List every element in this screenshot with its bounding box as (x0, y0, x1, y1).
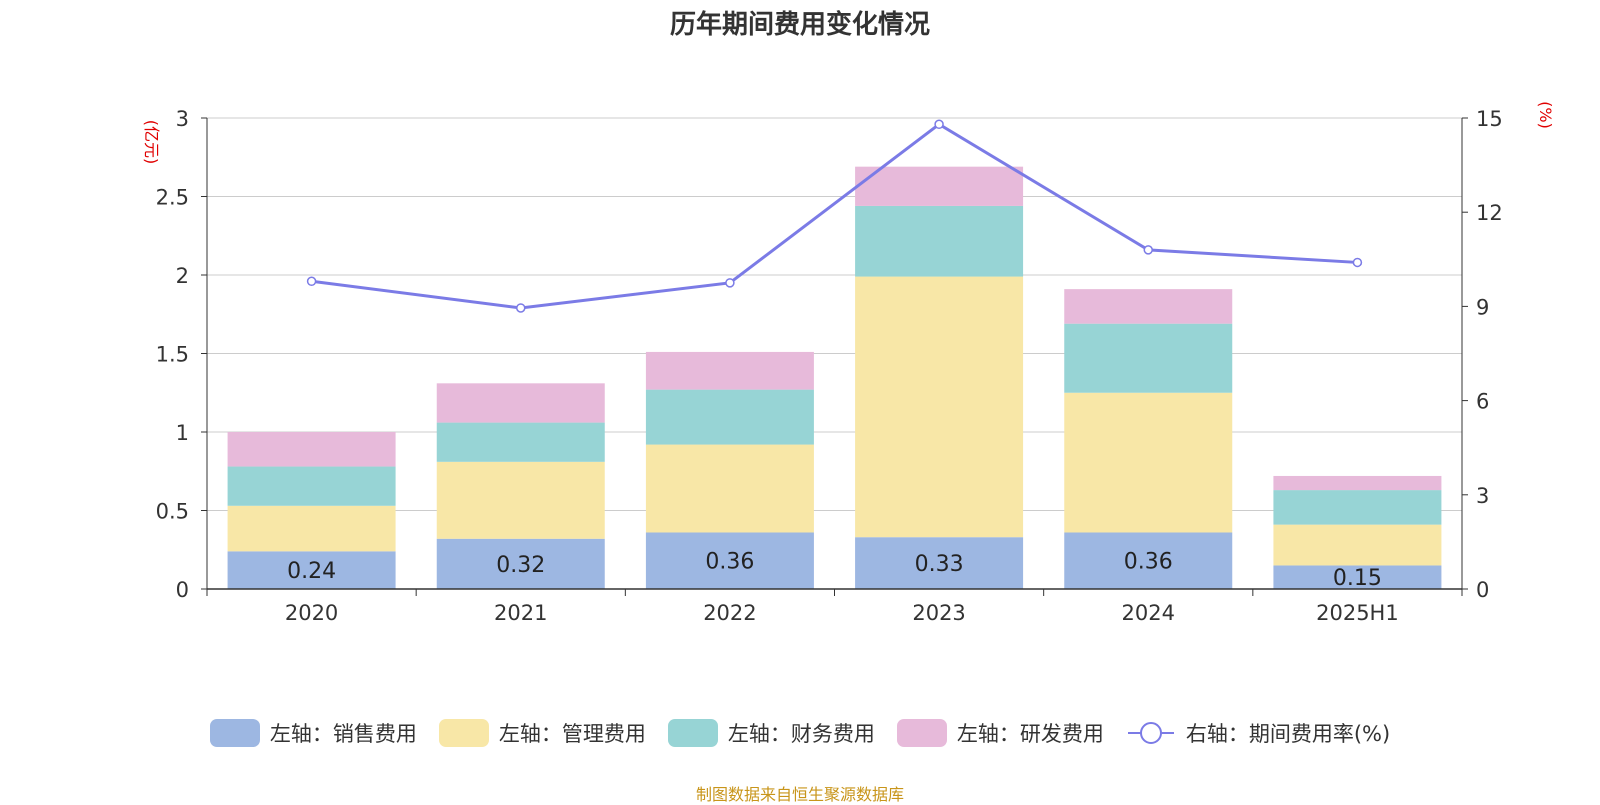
bar-series (227, 166, 1442, 589)
x-tick-label: 2022 (703, 601, 756, 625)
bar-finance (1273, 490, 1442, 525)
left-tick-label: 0 (176, 578, 189, 602)
x-tick-label: 2023 (912, 601, 965, 625)
left-tick-label: 0.5 (156, 500, 189, 524)
legend-label-admin: 左轴：管理费用 (498, 722, 646, 746)
grid-lines (207, 117, 1462, 511)
axes: 0 0.5 1 1.5 2 2.5 3 0 3 6 9 12 15 2020 2021 2022 2023 202… (156, 107, 1503, 625)
bar-rd (1064, 289, 1233, 324)
bar-admin (855, 276, 1024, 538)
legend-item-rd[interactable]: 左轴：研发费用 (896, 718, 1104, 748)
left-tick-label: 2 (176, 264, 189, 288)
legend-swatch-rd (896, 719, 947, 747)
right-tick-label: 15 (1476, 107, 1503, 131)
data-source-note: 制图数据来自恒生聚源数据库 (695, 785, 904, 804)
chart-legend: 左轴：销售费用 左轴：管理费用 左轴：财务费用 左轴：研发费用 右轴：期间费用率… (0, 718, 1600, 748)
data-labels: 0.24 0.32 0.36 0.33 0.36 0.15 (287, 550, 1382, 591)
legend-label-rd: 左轴：研发费用 (956, 722, 1104, 746)
bar-rd (1273, 475, 1442, 491)
bar-admin (1064, 392, 1233, 533)
data-label-sales: 0.33 (915, 552, 964, 577)
right-tick-label: 12 (1476, 201, 1503, 225)
bar-admin (436, 461, 605, 539)
x-tick-label: 2025H1 (1316, 601, 1399, 625)
legend-item-finance[interactable]: 左轴：财务费用 (667, 718, 875, 748)
bar-sales (855, 537, 1024, 589)
rate-point (306, 276, 317, 287)
data-label-sales: 0.36 (705, 550, 754, 575)
data-label-sales: 0.15 (1333, 566, 1382, 591)
bar-rd (855, 166, 1024, 206)
right-tick-label: 6 (1476, 390, 1489, 414)
legend-item-sales[interactable]: 左轴：销售费用 (209, 718, 417, 748)
rate-point (934, 119, 944, 130)
right-axis-unit: (%) (1536, 101, 1555, 129)
bar-finance (855, 205, 1024, 277)
left-axis-unit: (亿元) (142, 120, 161, 165)
bar-sales (1064, 532, 1233, 589)
bar-sales (645, 532, 814, 589)
bar-finance (227, 466, 396, 506)
x-tick-label: 2021 (494, 601, 547, 625)
left-tick-label: 3 (176, 107, 189, 131)
bar-rd (227, 432, 396, 467)
bar-sales (436, 538, 605, 589)
left-tick-label: 1 (176, 421, 189, 445)
data-label-sales: 0.36 (1124, 550, 1173, 575)
right-tick-label: 9 (1476, 295, 1489, 319)
legend-swatch-sales (209, 719, 260, 747)
right-tick-label: 0 (1476, 578, 1489, 602)
rate-line (311, 122, 1358, 310)
left-tick-label: 1.5 (156, 343, 189, 367)
bar-admin (227, 505, 396, 552)
left-tick-label: 2.5 (156, 186, 189, 210)
rate-line-series (306, 119, 1363, 313)
legend-swatch-admin (438, 719, 489, 747)
x-tick-label: 2020 (285, 601, 338, 625)
data-label-sales: 0.32 (496, 553, 545, 578)
x-tick-label: 2024 (1122, 601, 1175, 625)
rate-point (1352, 257, 1363, 268)
bar-sales (227, 551, 396, 589)
bar-finance (436, 422, 605, 462)
legend-label-rate: 右轴：期间费用率(%) (1185, 722, 1391, 746)
bar-admin (1273, 524, 1442, 566)
rate-point (516, 303, 526, 313)
right-tick-label: 3 (1476, 484, 1489, 508)
legend-item-rate[interactable]: 右轴：期间费用率(%) (1126, 718, 1390, 748)
data-label-sales: 0.24 (287, 559, 336, 584)
bar-finance (645, 389, 814, 445)
bar-sales (1273, 565, 1442, 589)
legend-label-sales: 左轴：销售费用 (269, 722, 417, 746)
legend-swatch-finance (667, 719, 718, 747)
bar-finance (1064, 323, 1233, 393)
bar-rd (436, 383, 605, 423)
legend-label-finance: 左轴：财务费用 (727, 722, 875, 746)
legend-item-admin[interactable]: 左轴：管理费用 (438, 718, 646, 748)
legend-swatch-rate (1127, 722, 1174, 744)
bar-rd (645, 351, 814, 390)
chart-title: 历年期间费用变化情况 (669, 10, 930, 40)
rate-point (725, 278, 735, 288)
rate-point (1143, 245, 1153, 255)
bar-admin (645, 444, 814, 533)
